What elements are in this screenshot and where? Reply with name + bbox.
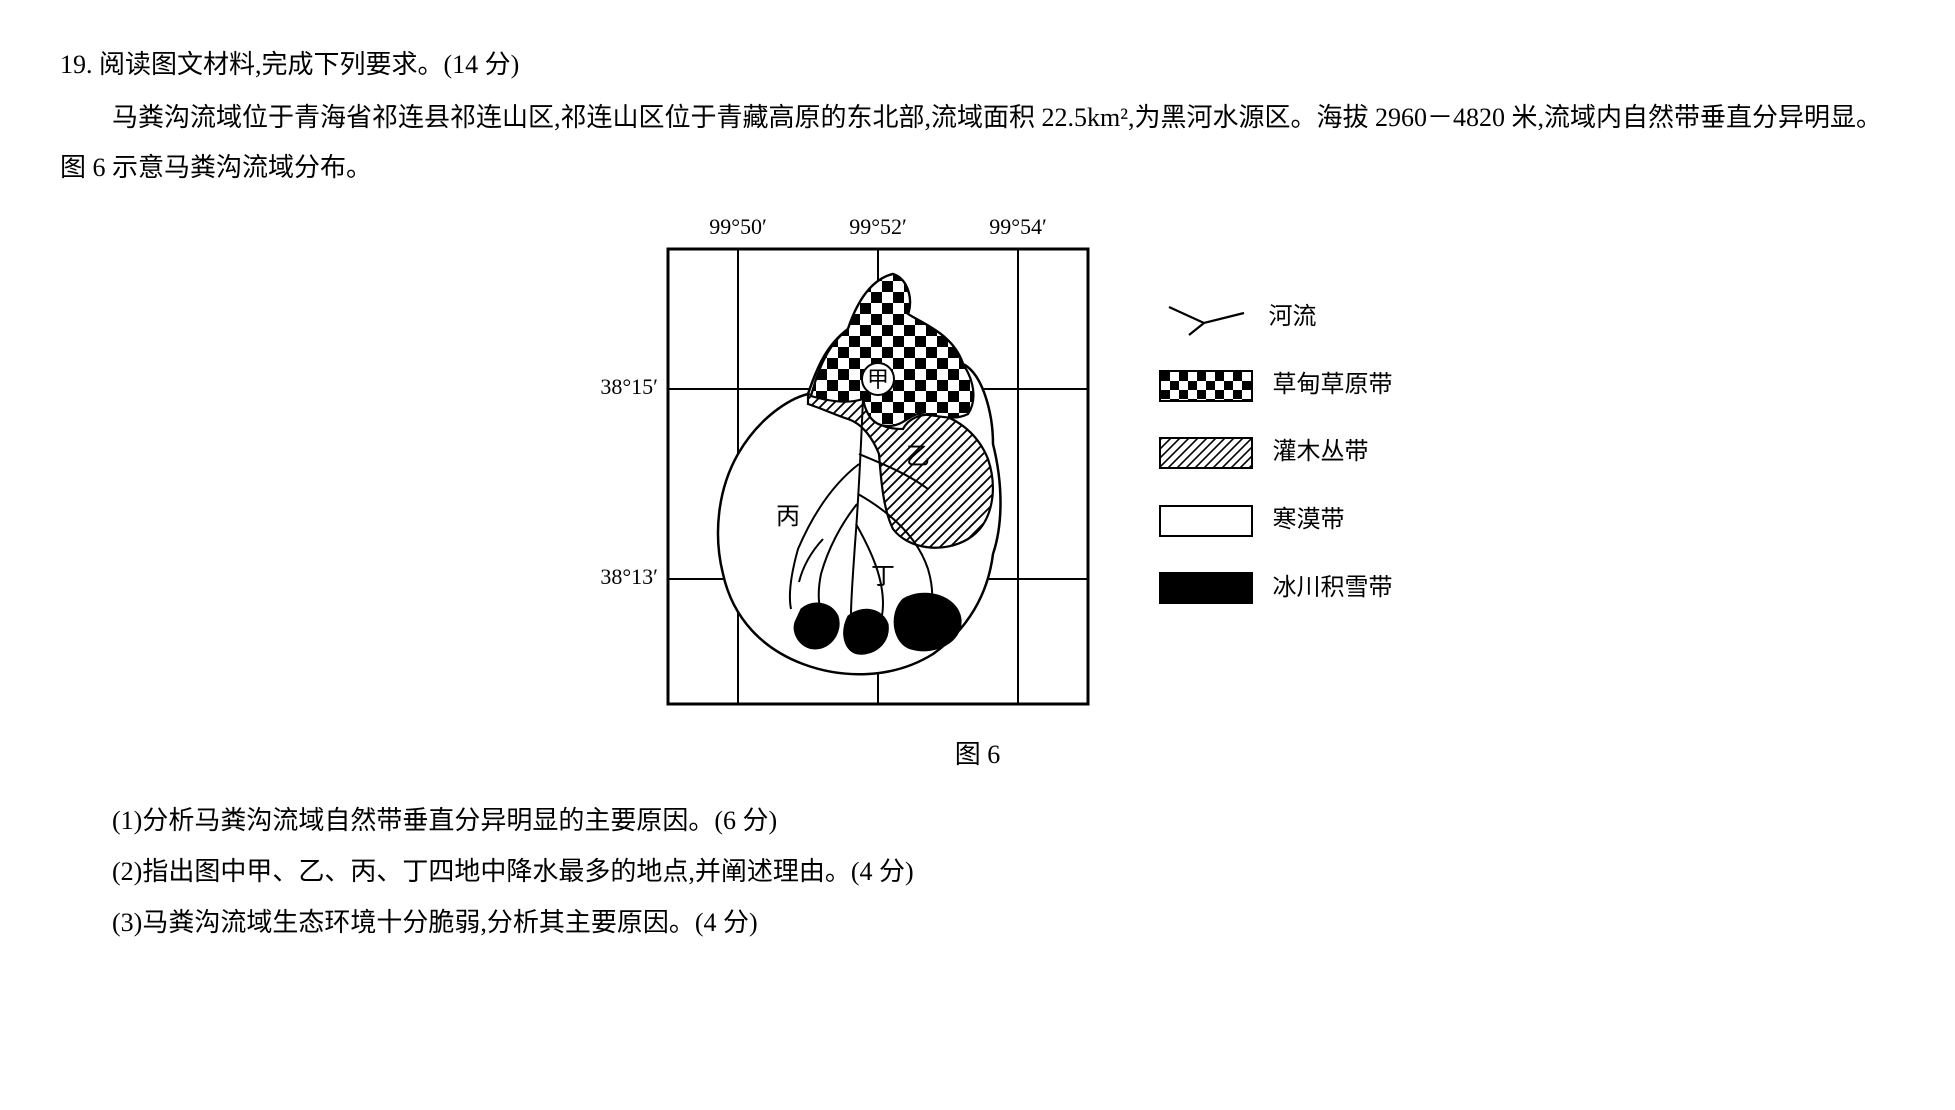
question-header: 19. 阅读图文材料,完成下列要求。(14 分) [60, 40, 1895, 89]
legend-shrub-label: 灌木丛带 [1273, 430, 1369, 476]
cold-swatch [1159, 505, 1253, 537]
label-bing: 丙 [776, 504, 800, 530]
lon-label-3: 99°54′ [989, 214, 1047, 239]
label-jia: 甲 [866, 367, 888, 392]
lat-label-1: 38°15′ [600, 374, 658, 399]
figure-caption: 图 6 [60, 730, 1895, 779]
label-ding: 丁 [871, 564, 895, 590]
legend-river-label: 河流 [1269, 295, 1317, 341]
glacier-3 [894, 593, 961, 651]
shrub-swatch [1159, 437, 1253, 469]
legend-cold-label: 寒漠带 [1273, 498, 1345, 544]
sub-question-2: (2)指出图中甲、乙、丙、丁四地中降水最多的地点,并阐述理由。(4 分) [60, 847, 1895, 896]
legend-meadow-label: 草甸草原带 [1273, 363, 1393, 409]
question-body: 马粪沟流域位于青海省祁连县祁连山区,祁连山区位于青藏高原的东北部,流域面积 22… [60, 93, 1895, 192]
sub-question-3: (3)马粪沟流域生态环境十分脆弱,分析其主要原因。(4 分) [60, 898, 1895, 947]
figure: 99°50′ 99°52′ 99°54′ 38°15′ 38°13′ [563, 204, 1393, 724]
map-svg: 99°50′ 99°52′ 99°54′ 38°15′ 38°13′ [563, 204, 1123, 724]
label-yi: 乙 [906, 444, 930, 470]
lon-label-2: 99°52′ [849, 214, 907, 239]
sub-question-1: (1)分析马粪沟流域自然带垂直分异明显的主要原因。(6 分) [60, 796, 1895, 845]
meadow-swatch [1159, 370, 1253, 402]
question-title: 阅读图文材料,完成下列要求。(14 分) [99, 50, 519, 79]
glacier-swatch [1159, 572, 1253, 604]
legend-glacier-label: 冰川积雪带 [1273, 566, 1393, 612]
figure-wrap: 99°50′ 99°52′ 99°54′ 38°15′ 38°13′ [60, 204, 1895, 724]
legend-river: 河流 [1159, 295, 1393, 341]
lon-label-1: 99°50′ [709, 214, 767, 239]
legend-cold: 寒漠带 [1159, 498, 1393, 544]
lat-label-2: 38°13′ [600, 564, 658, 589]
legend: 河流 草甸草原带 [1159, 295, 1393, 633]
question-number: 19. [60, 50, 93, 79]
river-icon [1159, 299, 1249, 337]
legend-glacier: 冰川积雪带 [1159, 566, 1393, 612]
legend-meadow: 草甸草原带 [1159, 363, 1393, 409]
legend-shrub: 灌木丛带 [1159, 430, 1393, 476]
